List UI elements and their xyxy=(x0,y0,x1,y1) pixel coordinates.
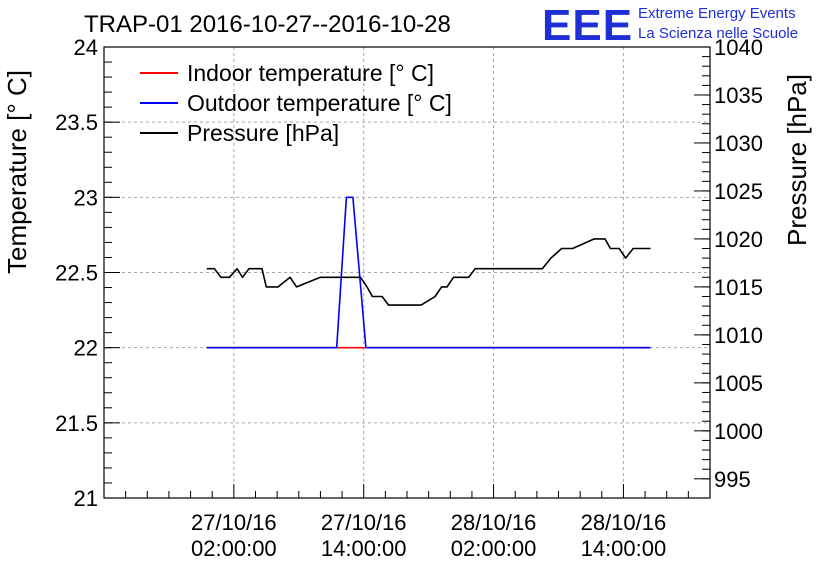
eee-tagline-1: Extreme Energy Events xyxy=(638,5,796,22)
plot-series xyxy=(206,196,651,349)
y2-tick-label: 1040 xyxy=(714,35,763,60)
eee-logo-text: EEE xyxy=(542,1,633,50)
y-tick-label: 23 xyxy=(74,185,98,210)
series-line-outdoor xyxy=(206,196,651,349)
eee-tagline-2: La Scienza nelle Scuole xyxy=(638,25,798,42)
x-tick-label-date: 27/10/16 xyxy=(321,510,407,535)
y-tick-label: 22 xyxy=(74,336,98,361)
y2-tick-label: 1005 xyxy=(714,371,763,396)
eee-logo: EEE Extreme Energy Events La Scienza nel… xyxy=(542,1,798,50)
axes xyxy=(103,46,711,499)
plot-frame xyxy=(103,46,711,499)
legend-label: Pressure [hPa] xyxy=(187,120,339,146)
x-tick-label-time: 14:00:00 xyxy=(581,536,667,561)
legend: Indoor temperature [° C] Outdoor temperat… xyxy=(140,60,452,146)
series-line-pressure xyxy=(206,238,651,306)
y2-tick-label: 1000 xyxy=(714,419,763,444)
y2-tick-label: 1035 xyxy=(714,83,763,108)
x-tick-label-date: 28/10/16 xyxy=(451,510,537,535)
legend-label: Outdoor temperature [° C] xyxy=(187,90,452,116)
y-tick-label: 21 xyxy=(74,486,98,511)
legend-label: Indoor temperature [° C] xyxy=(187,60,434,86)
x-tick-label-time: 02:00:00 xyxy=(191,536,277,561)
y2-tick-label: 1020 xyxy=(714,227,763,252)
y2-tick-label: 1030 xyxy=(714,131,763,156)
y-axis-title-left: Temperature [° C] xyxy=(2,70,32,274)
tick-labels: 21 21.5 22 22.5 23 23.5 24 995 1000 1005 1010 1015 1… xyxy=(55,35,763,561)
x-tick-label-date: 27/10/16 xyxy=(191,510,277,535)
x-tick-label-date: 28/10/16 xyxy=(581,510,667,535)
y-tick-label: 22.5 xyxy=(55,261,98,286)
y-axis-title-right: Pressure [hPa] xyxy=(782,74,812,246)
y2-tick-label: 1010 xyxy=(714,323,763,348)
y-tick-label: 23.5 xyxy=(55,110,98,135)
x-tick-label-time: 14:00:00 xyxy=(321,536,407,561)
y2-tick-label: 1015 xyxy=(714,275,763,300)
y-tick-label: 24 xyxy=(74,35,98,60)
y2-tick-label: 1025 xyxy=(714,179,763,204)
x-tick-label-time: 02:00:00 xyxy=(451,536,537,561)
y2-tick-label: 995 xyxy=(714,467,751,492)
y-tick-label: 21.5 xyxy=(55,411,98,436)
chart-title: TRAP-01 2016-10-27--2016-10-28 xyxy=(84,11,451,38)
